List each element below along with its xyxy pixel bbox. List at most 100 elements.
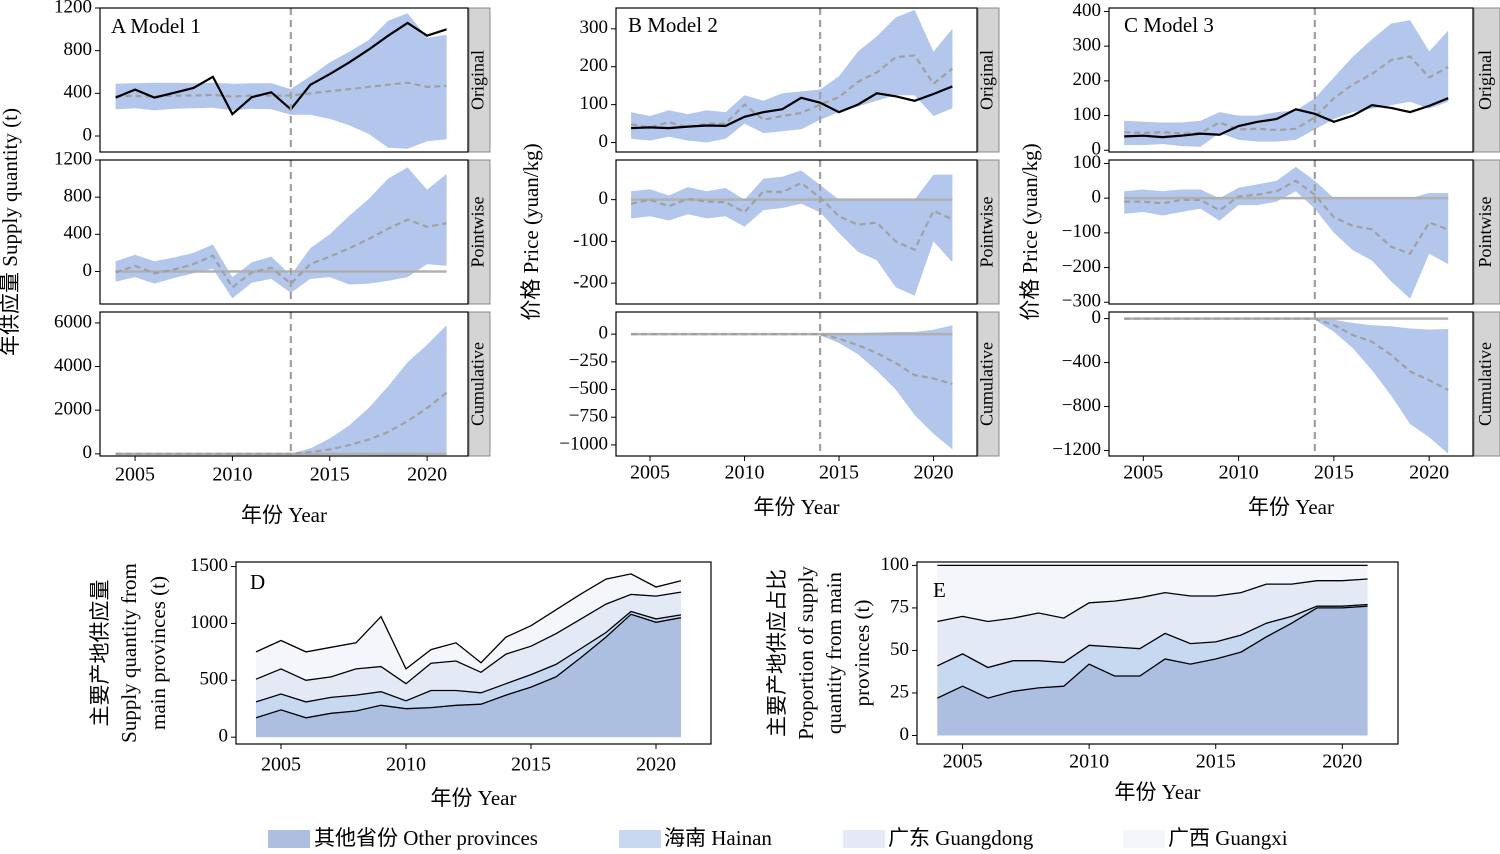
stacked-boundary — [255, 591, 682, 685]
plot-frame — [99, 159, 469, 305]
legend-swatch — [268, 830, 310, 848]
facet-strip — [1473, 7, 1500, 153]
x-axis-label: 年份 Year — [1248, 495, 1334, 519]
panel-title: B Model 2 — [628, 13, 718, 37]
legend-label: 海南 Hainan — [664, 826, 772, 850]
y-tick-label: 100 — [881, 554, 910, 575]
legend-swatch — [843, 830, 885, 848]
stacked-boundary — [255, 613, 682, 719]
y-tick-label: 1200 — [54, 148, 92, 169]
confidence-band — [1124, 317, 1449, 454]
facet-original: Original 0 400 800 1200 — [54, 0, 491, 153]
confidence-band — [115, 167, 447, 299]
panel-b: Original 0 100 200 300 Pointwise 0 -100 -200 Cumu… — [519, 7, 1000, 519]
x-tick-label: 2010 — [386, 754, 426, 776]
y-tick-label: 0 — [1092, 187, 1102, 208]
x-tick-label: 2010 — [725, 462, 765, 484]
stacked-boundary — [937, 605, 1368, 699]
facet-pointwise: Pointwise 0 -100 -200 — [573, 159, 1000, 305]
x-axis-label: 年份 Year — [1115, 780, 1201, 804]
counterfactual-line — [115, 391, 448, 455]
facet-strip-label: Original — [468, 50, 488, 110]
x-tick-label: 2010 — [212, 464, 252, 486]
facet-strip — [468, 7, 491, 153]
x-tick-label: 2005 — [1123, 462, 1163, 484]
y-tick-label: −1200 — [1052, 439, 1101, 460]
confidence-band — [1124, 166, 1449, 299]
y-tick-label: 1000 — [190, 612, 228, 633]
y-tick-label: 500 — [200, 669, 229, 690]
stacked-boundary — [937, 578, 1368, 623]
y-tick-label: 100 — [1073, 104, 1102, 125]
facet-strip-label: Pointwise — [1475, 196, 1495, 267]
x-tick-label: 2015 — [1314, 462, 1354, 484]
stacked-area — [256, 611, 681, 718]
y-tick-label: −400 — [1062, 351, 1101, 372]
y-axis-label: Supply quantity from — [117, 563, 141, 743]
stacked-boundary — [255, 610, 682, 703]
confidence-band — [631, 325, 953, 450]
legend: 其他省份 Other provinces 海南 Hainan 广东 Guangdon… — [268, 826, 1288, 850]
y-tick-label: 1200 — [54, 0, 92, 17]
x-tick-label: 2005 — [943, 751, 983, 773]
counterfactual-line — [1124, 317, 1449, 391]
legend-label: 广西 Guangxi — [1168, 826, 1288, 850]
y-axis-label: 价格 Price (yuan/kg) — [1018, 143, 1042, 320]
facet-strip-label: Pointwise — [468, 196, 488, 267]
plot-frame — [615, 159, 978, 305]
y-tick-label: −750 — [569, 406, 608, 427]
observed-line — [631, 85, 953, 130]
y-tick-label: 0 — [900, 724, 910, 745]
stacked-area — [256, 614, 681, 738]
plot-frame — [1108, 159, 1474, 305]
facet-strip — [468, 159, 491, 305]
facet-strip — [977, 159, 1000, 305]
confidence-band — [115, 325, 447, 456]
x-tick-label: 2005 — [115, 464, 155, 486]
x-tick-label: 2015 — [819, 462, 859, 484]
legend-item: 海南 Hainan — [619, 826, 772, 850]
y-tick-label: 6000 — [54, 311, 92, 332]
facet-strip-label: Pointwise — [977, 196, 997, 267]
y-tick-label: 4000 — [54, 355, 92, 376]
facet-strip-label: Cumulative — [977, 342, 997, 426]
x-tick-label: 2020 — [636, 754, 676, 776]
panel-title: C Model 3 — [1124, 13, 1214, 37]
stacked-area — [937, 579, 1368, 668]
x-tick-label: 2010 — [1219, 462, 1259, 484]
y-tick-label: 300 — [1073, 35, 1102, 56]
facet-cumulative: Cumulative 0 2000 4000 6000 — [54, 311, 491, 463]
x-axis-label: 年份 Year — [431, 786, 517, 810]
confidence-band — [115, 13, 447, 149]
y-tick-label: -100 — [573, 230, 608, 251]
facet-strip-label: Original — [1475, 50, 1495, 110]
x-tick-label: 2020 — [914, 462, 954, 484]
y-tick-label: −300 — [1062, 291, 1101, 312]
panel-d: 0 500 1000 1500 2005 2010 2015 2020 D 年份 Year 主要产地… — [88, 555, 712, 810]
facet-strip — [977, 311, 1000, 457]
facet-cumulative: Cumulative 0 −400 −800 −1200 — [1052, 307, 1500, 460]
y-tick-label: −200 — [1062, 256, 1101, 277]
legend-swatch — [1123, 830, 1165, 848]
stacked-area — [937, 606, 1368, 736]
stacked-boundary — [255, 573, 682, 670]
panel-title: A Model 1 — [111, 14, 201, 38]
legend-swatch — [619, 830, 661, 848]
plot-frame — [916, 561, 1399, 745]
y-tick-label: 0 — [83, 260, 93, 281]
counterfactual-line — [1124, 179, 1449, 256]
y-tick-label: 300 — [580, 17, 609, 38]
facet-pointwise: Pointwise 0 400 800 1200 — [54, 148, 491, 305]
plot-frame — [99, 7, 469, 153]
legend-item: 其他省份 Other provinces — [268, 826, 538, 850]
panel-label: E — [933, 578, 946, 602]
y-tick-label: −100 — [1062, 221, 1101, 242]
facet-strip — [977, 7, 1000, 153]
y-tick-label: 2000 — [54, 399, 92, 420]
legend-label: 广东 Guangdong — [888, 826, 1034, 850]
y-axis-label: 年供应量 Supply quantity (t) — [0, 108, 22, 356]
y-tick-label: 0 — [1092, 307, 1102, 328]
stacked-area — [937, 604, 1368, 699]
y-axis-label: provinces (t) — [850, 600, 874, 707]
